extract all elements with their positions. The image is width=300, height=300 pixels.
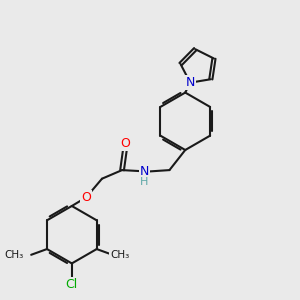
Text: Cl: Cl [66, 278, 78, 291]
Text: N: N [185, 76, 195, 89]
Text: O: O [120, 137, 130, 150]
Text: O: O [81, 191, 91, 204]
Text: H: H [140, 177, 149, 188]
Text: CH₃: CH₃ [5, 250, 24, 260]
Text: CH₃: CH₃ [110, 250, 129, 260]
Text: N: N [140, 165, 149, 178]
